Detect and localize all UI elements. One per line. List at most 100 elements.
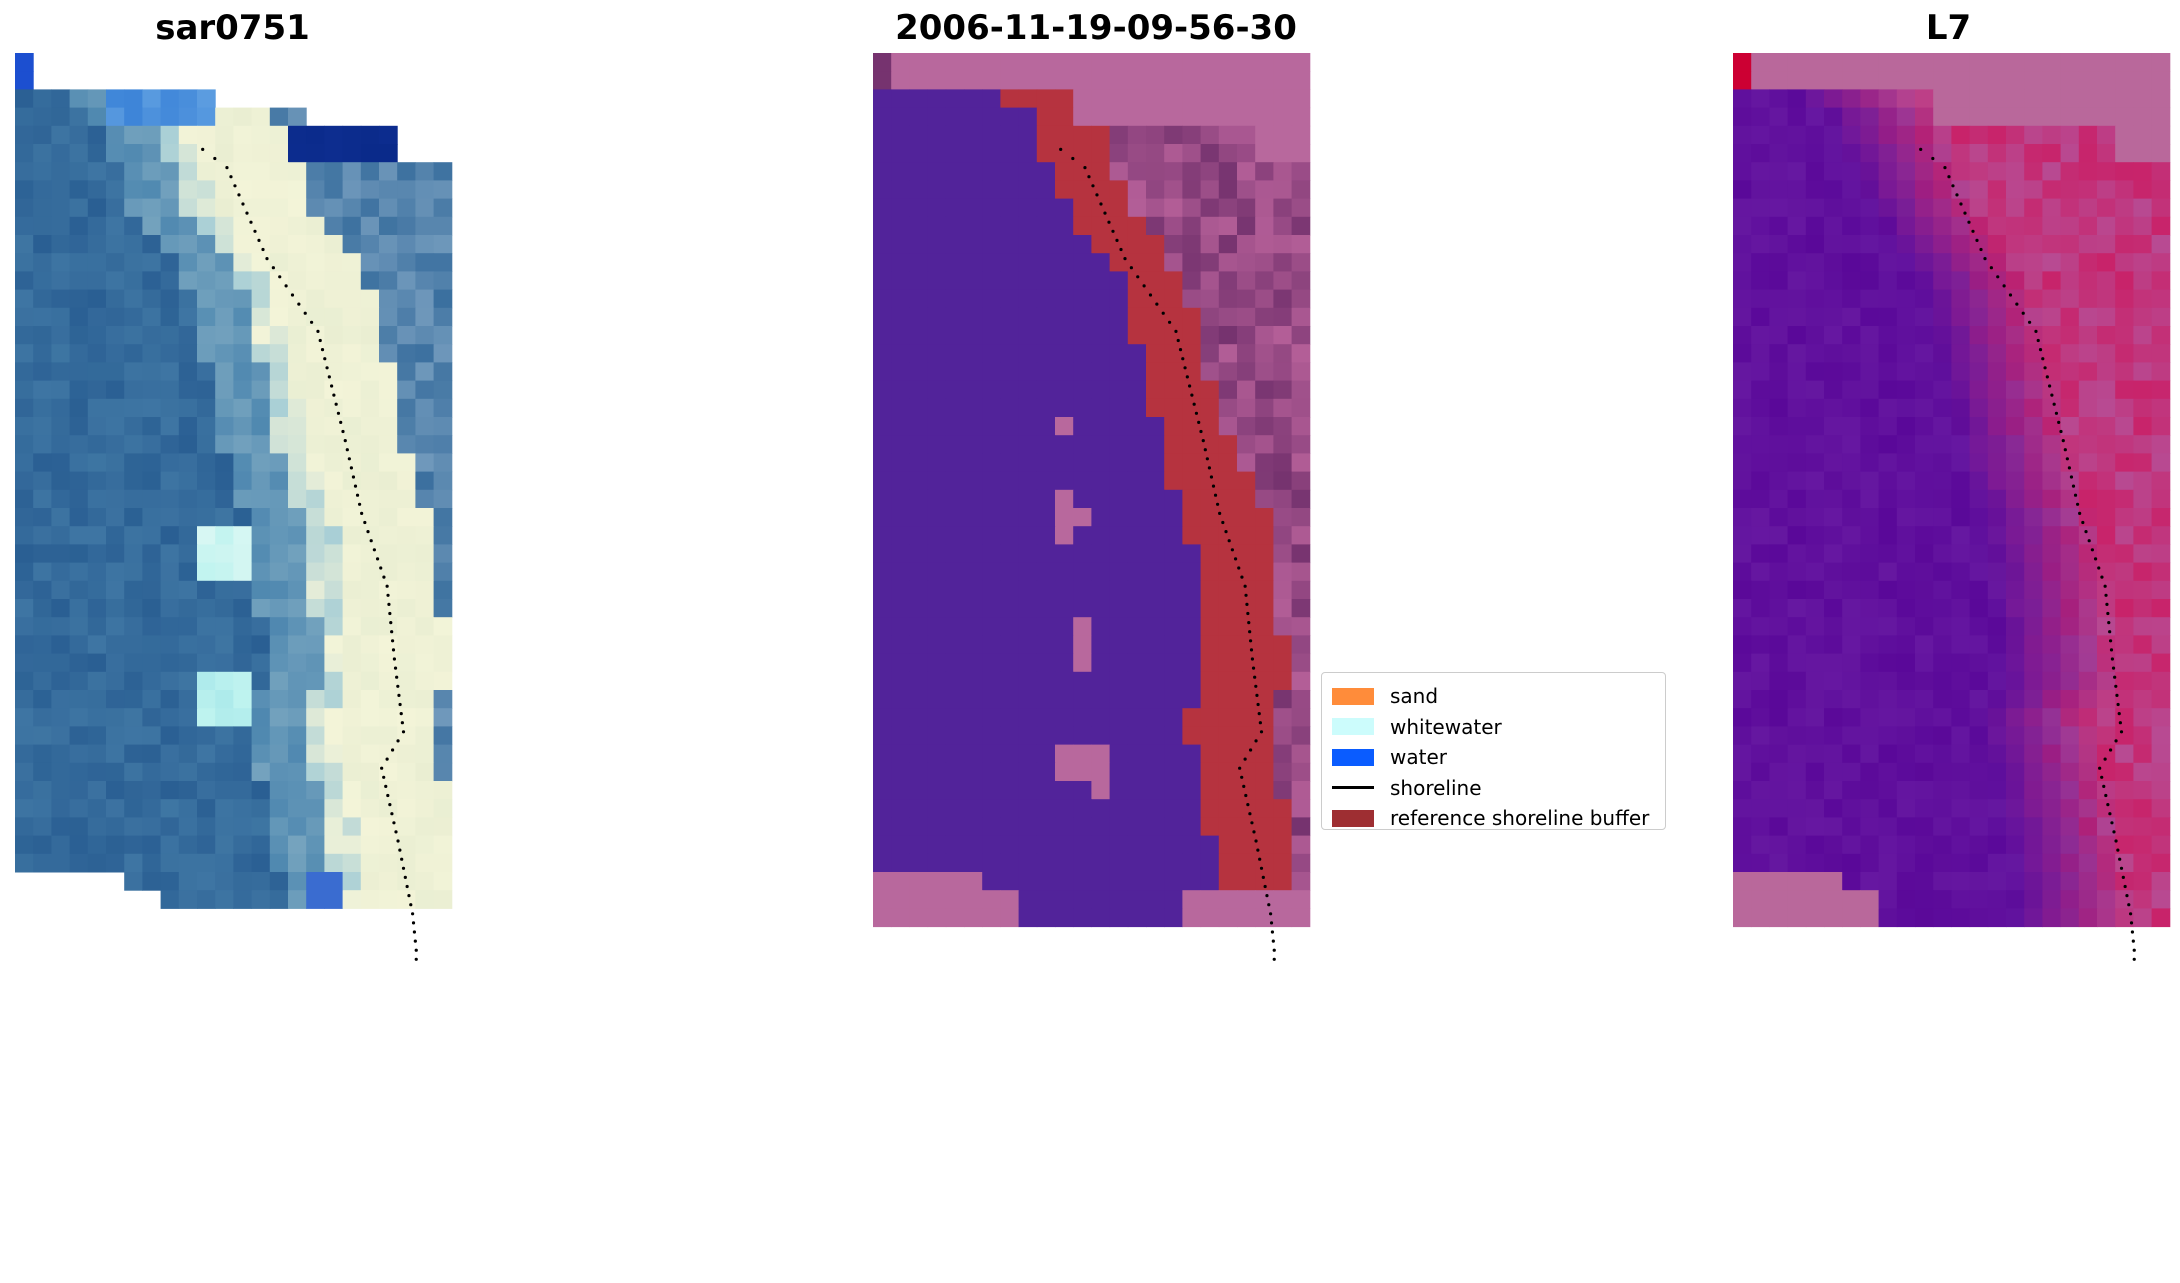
pixel-cell: [1164, 398, 1183, 418]
pixel-cell: [1933, 235, 1952, 254]
pixel-cell: [87, 726, 107, 746]
pixel-cell: [251, 307, 271, 327]
pixel-cell: [1273, 344, 1293, 363]
pixel-cell: [142, 726, 162, 746]
pixel-cell: [1073, 89, 1092, 109]
pixel-cell: [106, 307, 125, 327]
shoreline-point: [2045, 375, 2049, 379]
pixel-cell: [342, 708, 362, 727]
pixel-cell: [1878, 726, 1898, 746]
pixel-cell: [1860, 635, 1880, 655]
pixel-cell: [1255, 89, 1274, 109]
pixel-cell: [1237, 380, 1256, 400]
pixel-cell: [397, 435, 416, 454]
pixel-cell: [379, 726, 398, 746]
pixel-cell: [1987, 671, 2007, 691]
pixel-cell: [2006, 398, 2025, 418]
shoreline-point: [1254, 684, 1258, 688]
pixel-cell: [1273, 744, 1293, 764]
pixel-cell: [1018, 216, 1038, 236]
pixel-cell: [15, 653, 34, 673]
pixel-cell: [1805, 690, 1825, 709]
pixel-cell: [1896, 799, 1916, 818]
rgb-panel: sar0751: [0, 0, 520, 1283]
pixel-cell: [2115, 872, 2134, 891]
pixel-cell: [2024, 417, 2043, 436]
pixel-cell: [982, 599, 1001, 618]
shoreline-point: [412, 930, 417, 934]
pixel-cell: [379, 489, 398, 509]
pixel-cell: [2133, 253, 2153, 272]
pixel-cell: [51, 835, 71, 855]
pixel-cell: [2060, 307, 2080, 327]
pixel-cell: [945, 198, 965, 218]
pixel-cell: [360, 653, 380, 673]
shoreline-point: [372, 548, 376, 552]
pixel-cell: [433, 599, 453, 618]
pixel-cell: [397, 671, 416, 691]
pixel-cell: [1769, 580, 1789, 600]
pixel-cell: [197, 562, 216, 582]
pixel-cell: [1842, 435, 1861, 454]
pixel-cell: [1109, 489, 1129, 509]
shoreline-point: [401, 866, 406, 870]
pixel-cell: [1860, 307, 1880, 327]
shoreline-point: [380, 766, 384, 770]
pixel-cell: [1036, 380, 1056, 400]
pixel-cell: [15, 344, 34, 363]
pixel-cell: [1237, 781, 1256, 800]
pixel-cell: [1036, 781, 1056, 800]
pixel-cell: [87, 435, 107, 454]
pixel-cell: [873, 853, 892, 873]
shoreline-point: [1947, 175, 1951, 179]
pixel-cell: [1055, 908, 1074, 928]
pixel-cell: [1824, 872, 1843, 891]
pixel-cell: [1036, 71, 1056, 90]
pixel-cell: [1000, 344, 1020, 363]
pixel-cell: [1127, 617, 1147, 636]
shoreline-point: [1243, 584, 1247, 588]
pixel-cell: [1860, 107, 1880, 127]
pixel-cell: [342, 599, 362, 618]
pixel-cell: [324, 708, 344, 727]
pixel-cell: [1237, 872, 1256, 891]
pixel-cell: [1182, 908, 1202, 928]
shoreline-point: [1959, 202, 1963, 206]
pixel-cell: [2024, 762, 2043, 782]
pixel-cell: [1878, 125, 1898, 145]
pixel-cell: [982, 144, 1001, 163]
shoreline-point: [347, 457, 351, 461]
shoreline-point: [1979, 247, 1983, 252]
pixel-cell: [15, 817, 34, 837]
pixel-cell: [379, 453, 398, 473]
pixel-cell: [2097, 53, 2116, 72]
pixel-cell: [1878, 835, 1898, 855]
pixel-cell: [1018, 344, 1038, 363]
pixel-cell: [945, 671, 965, 691]
pixel-cell: [891, 289, 910, 309]
pixel-cell: [142, 526, 162, 545]
pixel-cell: [1273, 417, 1293, 436]
pixel-cell: [1091, 835, 1111, 855]
pixel-cell: [342, 380, 362, 400]
pixel-cell: [306, 344, 325, 363]
pixel-cell: [2042, 544, 2062, 564]
pixel-cell: [1787, 471, 1807, 491]
pixel-cell: [1255, 162, 1274, 181]
pixel-cell: [2024, 380, 2043, 400]
pixel-cell: [251, 144, 271, 163]
pixel-cell: [1091, 489, 1111, 509]
pixel-cell: [124, 708, 143, 727]
pixel-cell: [1933, 362, 1952, 382]
pixel-cell: [397, 544, 416, 564]
pixel-cell: [1769, 198, 1789, 218]
pixel-cell: [1182, 562, 1202, 582]
pixel-cell: [15, 580, 34, 600]
pixel-cell: [2006, 671, 2025, 691]
shoreline-point: [401, 730, 406, 734]
pixel-cell: [197, 671, 216, 691]
shoreline-point: [390, 748, 395, 752]
pixel-cell: [1218, 398, 1238, 418]
pixel-cell: [964, 380, 983, 400]
pixel-cell: [2133, 53, 2153, 72]
